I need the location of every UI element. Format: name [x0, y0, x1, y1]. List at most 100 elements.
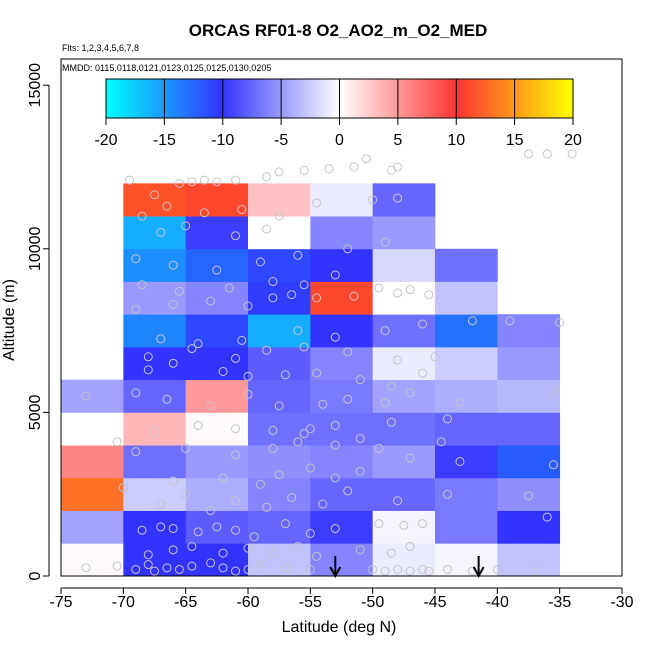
observation-point [268, 425, 278, 435]
observation-point [206, 506, 216, 516]
observation-point [187, 177, 197, 187]
heatmap-cell [497, 477, 561, 511]
observation-point [299, 342, 309, 352]
observation-point [231, 496, 241, 506]
observation-point [187, 344, 197, 354]
observation-point [386, 548, 396, 558]
observation-point [274, 167, 284, 177]
observation-point [193, 527, 203, 537]
heatmap-cell [435, 314, 498, 348]
observation-point [293, 250, 303, 260]
heatmap-cell [123, 248, 187, 282]
observation-point [112, 437, 122, 447]
observation-point [386, 165, 396, 175]
heatmap-cell [372, 183, 436, 217]
observation-point [330, 420, 340, 430]
heatmap-cell [185, 445, 249, 479]
observation-point [380, 326, 390, 336]
plot-frame [60, 58, 623, 577]
observation-point [231, 231, 241, 241]
heatmap-cell [248, 477, 311, 511]
observation-point [399, 520, 409, 530]
observation-point [524, 491, 533, 501]
heatmap-cell [185, 346, 249, 381]
observation-point [243, 371, 253, 381]
heatmap-cell [435, 510, 498, 544]
heatmap-cell [372, 346, 436, 381]
heatmap-cell [372, 216, 436, 250]
heatmap-cell [123, 510, 187, 544]
heatmap-cell [185, 216, 249, 250]
colorbar: -20 -15 -10 -5 0 5 10 15 20 [94, 78, 582, 149]
heatmap-cell [123, 445, 187, 479]
colorbar-tick-label: 20 [564, 132, 582, 149]
heatmap-cell [61, 412, 124, 446]
observation-point [380, 237, 390, 247]
heatmap-cell [123, 314, 187, 348]
observation-point [274, 211, 284, 221]
observation-point [243, 301, 253, 311]
observation-point [255, 560, 265, 570]
observation-point [125, 175, 135, 185]
observation-point [280, 519, 290, 529]
observation-point [380, 566, 390, 576]
observation-point [262, 172, 272, 182]
observation-point [355, 434, 365, 444]
heatmap-cell [61, 379, 124, 413]
colorbar-tick-label: -5 [274, 132, 288, 149]
heatmap-cell [372, 379, 436, 413]
observation-point [237, 205, 247, 215]
heatmap-cell [435, 477, 498, 511]
observation-point [299, 165, 309, 175]
heatmap-cell [248, 379, 311, 413]
observation-point [442, 414, 452, 424]
heatmap-cell [497, 412, 561, 446]
heatmap-cell [310, 445, 374, 479]
heatmap-cell [310, 183, 374, 217]
observation-point [156, 522, 166, 532]
observation-point [312, 368, 322, 378]
colorbar-tick-label: 10 [447, 132, 465, 149]
observation-point [262, 345, 272, 355]
heatmap-cell [61, 543, 124, 577]
observation-point [293, 326, 303, 336]
observation-point [112, 561, 122, 571]
observation-point [193, 420, 203, 430]
heatmap-cell [185, 379, 249, 413]
observation-point [467, 316, 477, 326]
colorbar-tick-label: -20 [94, 132, 117, 149]
observation-point [330, 270, 340, 280]
observation-point [455, 398, 465, 408]
observation-point [131, 447, 141, 457]
observation-point [199, 175, 209, 185]
observation-point [243, 543, 253, 553]
observation-point [405, 388, 415, 398]
heatmap-cells [61, 183, 561, 577]
observation-point [81, 563, 91, 573]
observation-point [293, 542, 303, 552]
observation-point [231, 450, 241, 460]
observation-point [150, 566, 159, 576]
observation-point [255, 479, 265, 489]
observation-point [312, 198, 322, 208]
observation-point [393, 564, 403, 574]
observation-point [168, 260, 178, 270]
observation-point [505, 316, 515, 326]
observation-point [268, 293, 278, 303]
observation-point [530, 566, 540, 576]
heatmap-cell [248, 445, 311, 479]
y-tick-label: 10000 [27, 226, 44, 271]
observation-point [168, 358, 178, 368]
x-tick-label: -60 [236, 594, 259, 611]
observation-point [380, 398, 390, 408]
observation-point [305, 564, 315, 574]
colorbar-tick-label: -15 [153, 132, 176, 149]
observation-point [212, 177, 222, 187]
observation-point [312, 551, 322, 561]
observation-point [143, 365, 153, 375]
observation-point [218, 548, 228, 558]
observation-point [430, 352, 440, 362]
observation-point [168, 524, 178, 534]
heatmap-cell [185, 281, 249, 315]
